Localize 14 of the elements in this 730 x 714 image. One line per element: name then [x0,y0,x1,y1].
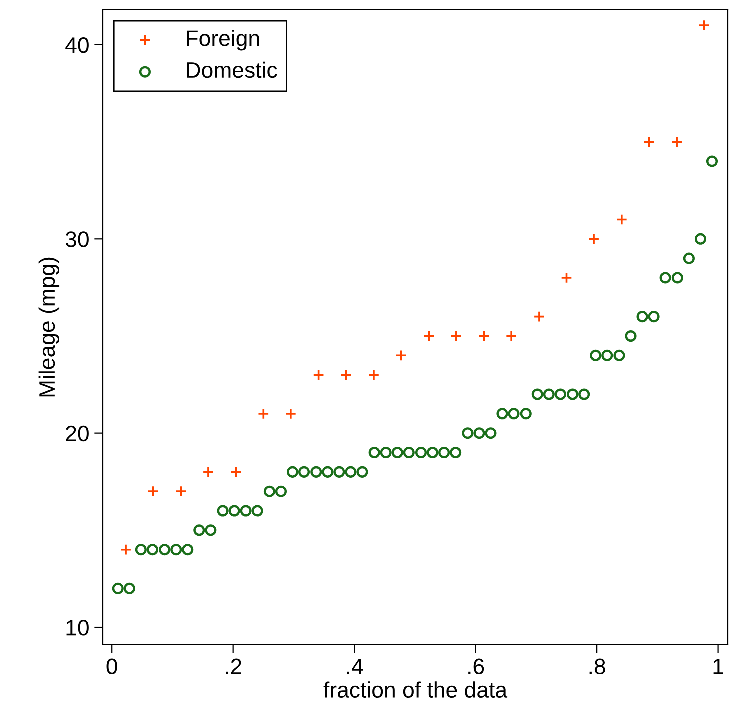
x-axis-title: fraction of the data [324,682,508,698]
x-tick-label: .2 [226,658,242,674]
legend-label: Domestic [187,62,278,78]
y-tick-label: 10 [66,620,89,636]
y-axis-title: Mileage (mpg) [38,258,60,397]
x-tick-label: .4 [347,659,364,674]
x-tick-label: .6 [468,658,484,675]
legend-label: Foreign [187,30,260,51]
x-tick-label: 0 [106,658,118,675]
y-tick-label: 20 [66,426,89,442]
y-tick-label: 30 [66,232,89,248]
x-tick-label: .8 [590,658,606,675]
x-tick-label: 1 [714,659,724,674]
y-tick-label: 40 [66,37,89,54]
